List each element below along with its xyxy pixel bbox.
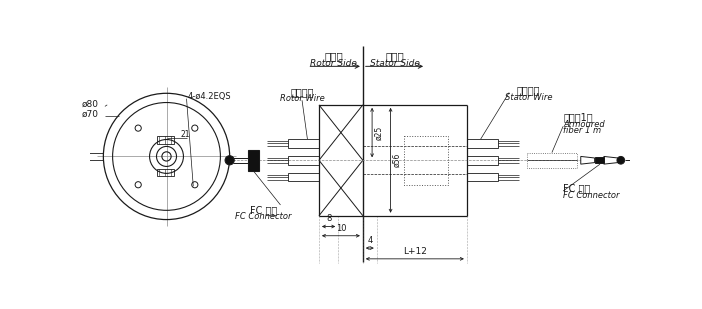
Text: Rotor Wire: Rotor Wire bbox=[279, 94, 324, 103]
Text: ø70: ø70 bbox=[81, 110, 99, 119]
Bar bbox=[595, 157, 604, 163]
Polygon shape bbox=[581, 156, 595, 164]
Text: L+12: L+12 bbox=[403, 247, 427, 256]
Bar bbox=[157, 136, 174, 144]
Text: 8: 8 bbox=[326, 214, 331, 223]
Text: 21: 21 bbox=[180, 130, 190, 139]
Bar bbox=[404, 136, 449, 185]
Text: 光纤线1米: 光纤线1米 bbox=[563, 112, 592, 123]
Text: ø25: ø25 bbox=[374, 125, 383, 140]
Bar bbox=[288, 139, 319, 148]
Text: 定子边: 定子边 bbox=[386, 51, 404, 61]
Text: 转子边: 转子边 bbox=[324, 51, 343, 61]
Polygon shape bbox=[604, 156, 618, 164]
Text: Rotor Side: Rotor Side bbox=[310, 59, 357, 68]
Text: FC Connector: FC Connector bbox=[235, 212, 292, 221]
Bar bbox=[467, 173, 498, 181]
Text: ø80: ø80 bbox=[81, 99, 99, 108]
Text: 转子出线: 转子出线 bbox=[290, 87, 314, 97]
Text: fiber 1 m: fiber 1 m bbox=[563, 126, 601, 135]
Bar bbox=[527, 153, 577, 168]
Bar bbox=[467, 156, 498, 164]
Bar bbox=[288, 156, 319, 164]
Text: FC 接头: FC 接头 bbox=[250, 205, 277, 215]
Bar bbox=[157, 169, 174, 176]
Text: Armoured: Armoured bbox=[563, 120, 605, 129]
Text: 定子出线: 定子出线 bbox=[517, 85, 540, 95]
Text: ø56: ø56 bbox=[393, 153, 402, 167]
Bar bbox=[248, 150, 259, 171]
Text: 10: 10 bbox=[336, 224, 346, 233]
Text: 4: 4 bbox=[367, 236, 372, 245]
Text: Stator Wire: Stator Wire bbox=[505, 92, 552, 102]
Bar bbox=[467, 139, 498, 148]
Circle shape bbox=[617, 156, 625, 164]
Text: FC Connector: FC Connector bbox=[563, 191, 620, 200]
Text: 4-ø4.2EQS: 4-ø4.2EQS bbox=[188, 92, 232, 101]
Bar bbox=[288, 173, 319, 181]
Bar bbox=[71, 149, 86, 164]
Text: Stator Side: Stator Side bbox=[370, 59, 420, 68]
Circle shape bbox=[225, 156, 234, 165]
Text: FC 接头: FC 接头 bbox=[563, 183, 590, 193]
